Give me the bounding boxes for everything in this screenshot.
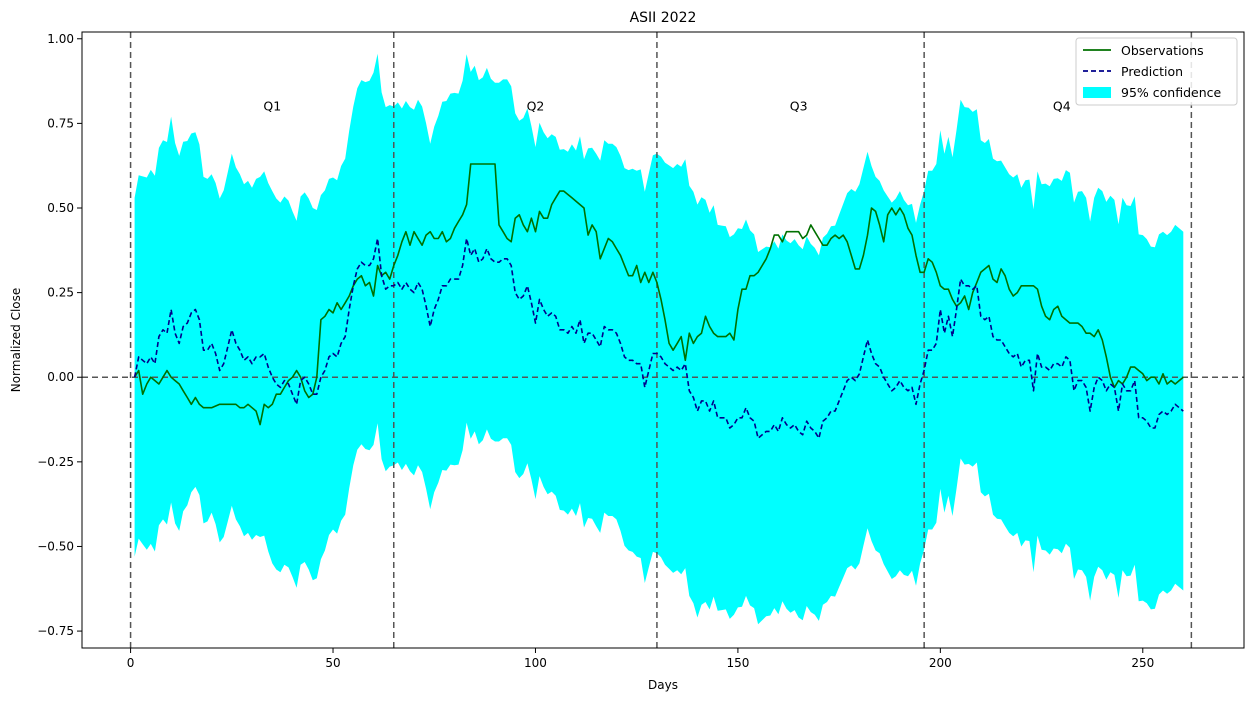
legend-box: [1075, 37, 1238, 106]
x-tick-label: 150: [726, 656, 749, 670]
quarter-label-layer: Q1 Q2 Q3 Q4: [263, 98, 1070, 113]
quarter-label: Q3: [790, 98, 808, 113]
x-axis-ticks: 0 50 100 150 200 250: [127, 648, 1154, 670]
prediction-line: [133, 237, 1184, 439]
x-tick-label: 200: [929, 656, 952, 670]
x-tick-label: 250: [1131, 656, 1154, 670]
quarter-label: Q2: [527, 98, 545, 113]
y-axis-label: Normalized Close: [9, 288, 23, 393]
legend: Observations Prediction 95% confidence: [1075, 37, 1238, 106]
quarter-label: Q4: [1053, 98, 1071, 113]
quarter-divider-layer: [82, 32, 1244, 648]
y-tick-label: 0.25: [47, 286, 74, 300]
x-tick-label: 100: [524, 656, 547, 670]
y-tick-label: −0.25: [37, 455, 74, 469]
y-tick-label: 1.00: [47, 32, 74, 46]
y-axis-ticks: −0.75 −0.50 −0.25 0.00 0.25 0.50 0.75 1.00: [37, 32, 82, 638]
confidence-band-layer: [134, 53, 1184, 625]
x-tick-label: 50: [325, 656, 340, 670]
y-tick-label: 0.75: [47, 116, 74, 130]
y-tick-label: −0.75: [37, 624, 74, 638]
y-tick-label: 0.00: [47, 370, 74, 384]
legend-observations-label: Observations: [1121, 43, 1204, 58]
legend-confidence-label: 95% confidence: [1121, 85, 1221, 100]
legend-confidence-swatch: [1083, 87, 1111, 98]
x-axis-label: Days: [648, 678, 678, 692]
plot-frame: [81, 31, 1245, 649]
quarter-label: Q1: [263, 98, 281, 113]
observations-line: [133, 163, 1184, 426]
y-tick-label: 0.50: [47, 201, 74, 215]
chart-title: ASII 2022: [630, 10, 697, 26]
confidence-band: [134, 53, 1184, 625]
y-tick-label: −0.50: [37, 539, 74, 553]
legend-prediction-label: Prediction: [1121, 64, 1183, 79]
series-line-layer: [133, 163, 1184, 439]
x-tick-label: 0: [127, 656, 135, 670]
